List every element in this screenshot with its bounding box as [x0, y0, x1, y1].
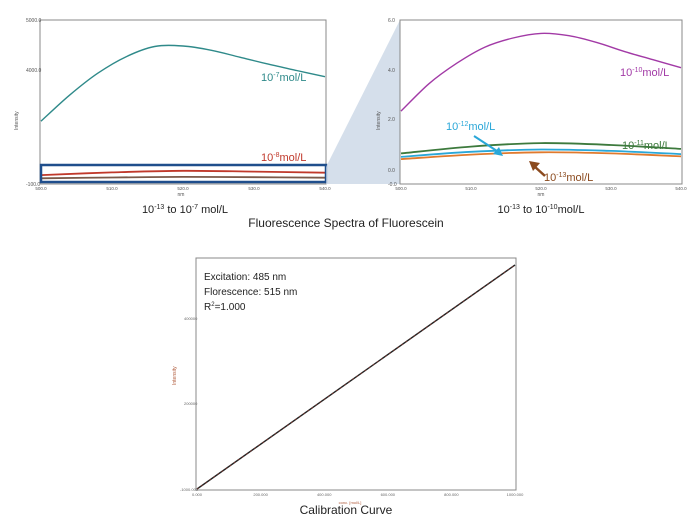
b-series-line-3 [400, 151, 682, 160]
calibration-line [196, 264, 516, 490]
chart-c-x-ticks: 0.000 200.000 400.000 600.000 800.000 1000.00… [192, 492, 524, 497]
chart-b-ytick-4: 4.0 [388, 68, 395, 74]
chart-b-ytick-2: 2.0 [388, 117, 395, 123]
chart-a-x-ticks: 500.0 510.0 520.0 530.0 540.0 [35, 186, 331, 191]
chart-b-x-ticks: 500.0 510.0 520.0 530.0 540.0 [395, 186, 687, 191]
chart-b-series-group [400, 32, 682, 160]
chart-a-caption: 10-13 to 10-7 mol/L [142, 204, 228, 216]
chart-b-label-1e-13: 10-13mol/L [544, 172, 593, 184]
b-series-line-2 [400, 148, 682, 158]
chart-a-frame [39, 19, 327, 185]
b-xticks-label: 530.0 [605, 186, 617, 191]
chart-b-arrowhead-1e-13 [529, 161, 540, 171]
chart-a-y-axis-label: Intensity [14, 111, 20, 130]
annotation-fluorescence: Florescence: 515 nm [204, 287, 297, 298]
annotation-excitation: Excitation: 485 nm [204, 272, 286, 283]
a-xticks-label: 540.0 [319, 186, 331, 191]
chart-a-x-axis-label: nm [178, 192, 185, 198]
chart-b-frame [399, 19, 683, 185]
chart-a-label-1e-8: 10-8mol/L [261, 152, 306, 164]
chart-b-caption: 10-13 to 10-10mol/L [498, 204, 585, 216]
b-series-line-1 [400, 142, 682, 155]
b-xticks-label: 510.0 [465, 186, 477, 191]
chart-c-x-tick-label: 400.000 [317, 492, 332, 497]
chart-b-label-1e-11: 10-11mol/L [622, 140, 671, 152]
a-series-line-1 [40, 169, 326, 176]
chart-c-x-axis-label: conc. [mol/L] [339, 500, 362, 505]
chart-b-arrowhead-1e-12 [493, 147, 503, 156]
a-xticks-label: 530.0 [248, 186, 260, 191]
chart-a-ytick-bottom: -100.0 [26, 182, 40, 188]
a-xticks-label: 510.0 [106, 186, 118, 191]
b-xticks-label: 520.0 [535, 186, 547, 191]
a-xticks-label: 500.0 [35, 186, 47, 191]
zoom-wedge [326, 20, 400, 184]
chart-a-ytick-mid: 4000.0 [26, 68, 42, 74]
chart-a: 500.0 510.0 520.0 530.0 540.0 5000.0 4000.0 … [14, 18, 331, 216]
chart-c-x-tick-label: 800.000 [444, 492, 459, 497]
chart-c-x-tick-label: 200.000 [253, 492, 268, 497]
chart-b-ytick-6: 6.0 [388, 18, 395, 24]
chart-a-series-group [40, 44, 326, 180]
a-series-line-0 [40, 44, 326, 122]
b-xticks-label: 500.0 [395, 186, 407, 191]
b-xticks-label: 540.0 [675, 186, 687, 191]
chart-b-label-1e-12: 10-12mol/L [446, 121, 495, 133]
chart-b-label-1e-10: 10-10mol/L [620, 67, 669, 79]
chart-c-ytick-bottom: -1000.000 [180, 487, 199, 492]
chart-b-x-axis-label: nm [538, 192, 545, 198]
chart-a-label-1e-7: 10-7mol/L [261, 72, 306, 84]
chart-c: Excitation: 485 nm Florescence: 515 nm R… [172, 257, 524, 517]
chart-b-arrow-1e-12 [473, 135, 501, 154]
chart-c-ytick-200000: 200000 [184, 401, 198, 406]
annotation-r2: R2=1.000 [204, 302, 246, 313]
b-series-line-0 [400, 32, 682, 112]
chart-c-x-tick-label: 1000.000 [507, 492, 524, 497]
a-xticks-label: 520.0 [177, 186, 189, 191]
chart-b-ytick-bottom: -0.0 [388, 182, 397, 188]
a-series-line-2 [40, 175, 326, 180]
chart-b: 500.0 510.0 520.0 530.0 540.0 6.0 4.0 2.0 0.… [376, 18, 687, 216]
chart-c-y-axis-label: Intensity [172, 366, 178, 385]
chart-b-y-axis-label: Intensity [376, 111, 382, 130]
chart-b-ytick-0: 0.0 [388, 168, 395, 174]
chart-a-ytick-top: 5000.0 [26, 18, 42, 24]
chart-c-ytick-400000: 400000 [184, 316, 198, 321]
chart-c-title: Calibration Curve [300, 503, 393, 517]
figure-title: Fluorescence Spectra of Fluorescein [248, 216, 443, 230]
chart-c-x-tick-label: 0.000 [192, 492, 203, 497]
chart-c-x-tick-label: 600.000 [381, 492, 396, 497]
